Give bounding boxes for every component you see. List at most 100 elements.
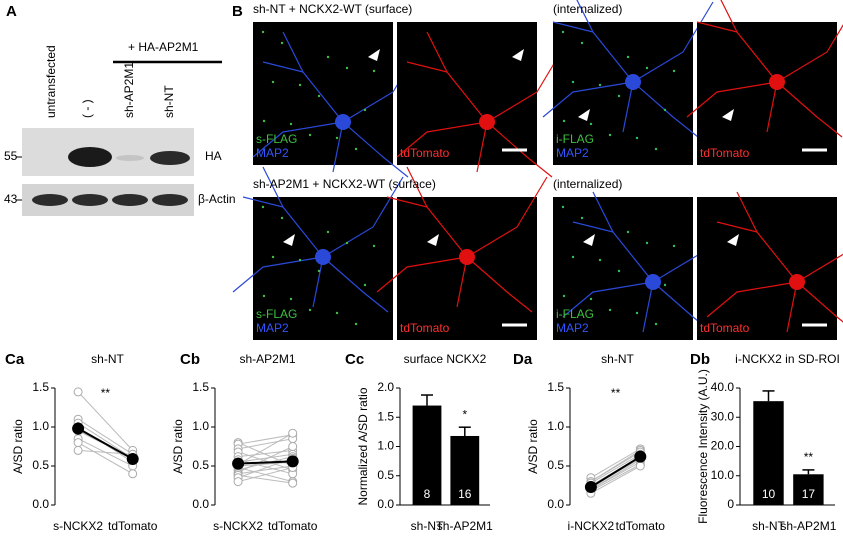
- subject-line: [77, 422, 133, 459]
- y-tick-label: 30.0: [711, 409, 735, 423]
- row-title: (internalized): [553, 177, 622, 191]
- puncta: [626, 230, 630, 234]
- puncta: [645, 66, 649, 70]
- puncta: [335, 136, 339, 140]
- mean-line: [238, 460, 293, 465]
- channel-label: i-FLAG: [556, 307, 594, 321]
- neurite: [322, 256, 389, 313]
- lane-label: ( - ): [80, 99, 94, 118]
- y-tick-label: 1.0: [192, 419, 209, 433]
- micrographs: [232, 0, 843, 340]
- puncta: [345, 241, 349, 245]
- y-tick-label: 0.0: [32, 497, 49, 511]
- x-tick-label: tdTomato: [616, 519, 666, 533]
- puncta: [663, 108, 667, 112]
- y-tick-label: 1.0: [377, 439, 394, 453]
- soma: [789, 274, 805, 290]
- n-label: 17: [802, 487, 816, 501]
- chart-title: sh-NT: [601, 352, 634, 366]
- band: [150, 151, 190, 165]
- puncta: [645, 241, 649, 245]
- mean-point: [286, 455, 299, 468]
- puncta: [635, 311, 639, 315]
- y-tick-label: 0.5: [32, 458, 49, 472]
- neurite: [466, 256, 533, 313]
- arrowhead: [512, 49, 524, 61]
- y-tick-label: 0.5: [192, 458, 209, 472]
- band: [112, 194, 148, 206]
- channel-label: MAP2: [256, 146, 289, 160]
- puncta: [580, 216, 584, 220]
- soma: [459, 249, 475, 265]
- subject-point: [73, 445, 83, 455]
- subject-line: [237, 467, 293, 483]
- panel-label: Cb: [180, 351, 200, 368]
- subject-line: [238, 453, 293, 463]
- puncta: [317, 269, 321, 273]
- arrowhead: [727, 234, 739, 246]
- neurite: [342, 121, 409, 178]
- subject-line: [590, 451, 641, 483]
- subject-line: [77, 418, 133, 455]
- puncta: [654, 322, 658, 326]
- mw-marker: 55: [4, 149, 18, 163]
- y-tick-label: 0.0: [377, 497, 394, 511]
- y-tick-label: 0: [727, 497, 734, 511]
- channel-label: tdTomato: [700, 321, 750, 335]
- neurite: [552, 21, 594, 33]
- mw-marker: 43: [4, 192, 18, 206]
- neurite: [332, 121, 344, 173]
- y-axis-label: Normalized A/SD ratio: [356, 387, 370, 505]
- row-title: sh-AP2M1 + NCKX2-WT (surface): [253, 177, 436, 191]
- panel-label: Ca: [5, 351, 25, 368]
- puncta: [261, 205, 265, 209]
- neurite: [242, 196, 284, 208]
- neurite: [232, 256, 324, 293]
- y-tick-label: 2.0: [377, 380, 394, 394]
- x-tick-label: s-NCKX2: [53, 519, 103, 533]
- significance: **: [611, 386, 621, 400]
- arrowhead: [722, 109, 734, 121]
- bar: [450, 435, 480, 505]
- micrograph: [553, 197, 693, 340]
- puncta: [289, 122, 293, 126]
- subject-line: [590, 448, 641, 479]
- y-tick-label: 0.5: [377, 468, 394, 482]
- y-tick-label: 1.0: [547, 419, 564, 433]
- y-axis-label: A/SD ratio: [526, 419, 540, 474]
- x-tick-label: i-NCKX2: [568, 519, 615, 533]
- n-label: 16: [458, 487, 472, 501]
- mean-point: [634, 450, 647, 463]
- band: [152, 194, 188, 206]
- channel-label: tdTomato: [400, 321, 450, 335]
- puncta: [672, 244, 676, 248]
- neurite: [622, 81, 634, 133]
- micrograph: [397, 22, 537, 165]
- subject-point: [128, 469, 138, 479]
- mean-line: [590, 455, 641, 488]
- band: [68, 147, 112, 167]
- neurite: [632, 81, 699, 138]
- y-tick-label: 0.0: [192, 497, 209, 511]
- x-tick-label: s-NCKX2: [213, 519, 263, 533]
- neurite: [632, 1, 714, 83]
- neurite: [562, 281, 654, 318]
- subject-line: [590, 465, 641, 494]
- channel-label: i-FLAG: [556, 132, 594, 146]
- blot-label: HA: [205, 149, 222, 163]
- subject-line: [237, 432, 293, 465]
- subject-line: [238, 449, 293, 458]
- soma: [625, 74, 641, 90]
- puncta: [617, 94, 621, 98]
- puncta: [589, 122, 593, 126]
- subject-line: [238, 465, 293, 475]
- band: [116, 155, 144, 161]
- puncta: [308, 133, 312, 137]
- y-axis-label: Fluorescence Intensity (A.U.): [696, 369, 710, 524]
- x-tick-label: sh-AP2M1: [437, 519, 493, 533]
- subject-line: [77, 391, 134, 451]
- puncta: [363, 283, 367, 287]
- puncta: [672, 69, 676, 73]
- subject-line: [77, 442, 133, 475]
- neurite: [706, 281, 798, 318]
